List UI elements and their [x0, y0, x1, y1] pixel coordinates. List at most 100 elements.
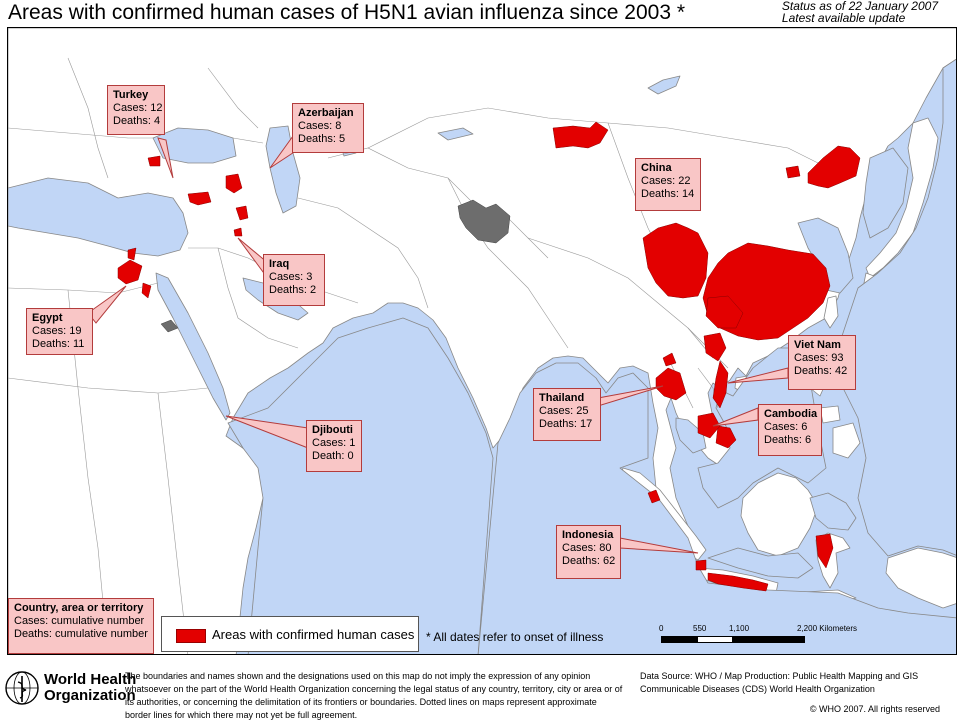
landmass-visayas [819, 405, 841, 424]
landmass-borneo [740, 472, 819, 557]
death-count: Death: 0 [312, 450, 354, 462]
affected-vietnam-south [715, 425, 737, 449]
sea-of-japan [862, 147, 909, 239]
case-count: Cases: 22 [641, 175, 691, 187]
callout-djibouti[interactable]: Djibouti Cases: 1 Death: 0 [306, 420, 362, 472]
black-sea [152, 127, 237, 164]
death-count: Deaths: 6 [764, 434, 812, 446]
legend-title: Country, area or territory [14, 602, 144, 614]
mediterranean-sea [8, 177, 189, 257]
lake-balkhash [437, 127, 474, 141]
case-count: Cases: 3 [269, 271, 313, 283]
scale-tick: 2,200 Kilometers [797, 624, 858, 633]
scale-bar: 0 550 1,100 2,200 Kilometers [653, 620, 953, 654]
copyright: © WHO 2007. All rights reserved [809, 704, 940, 714]
who-name-line1: World Health [44, 671, 137, 688]
scale-tick: 550 [693, 624, 707, 633]
case-count: Cases: 93 [794, 352, 844, 364]
country-name: Thailand [539, 392, 585, 404]
disputed-halaib [160, 319, 179, 333]
affected-turkey-east [225, 173, 243, 194]
death-count: Deaths: 2 [269, 284, 317, 296]
affected-egypt-delta [117, 259, 143, 285]
affected-west-java [695, 559, 707, 571]
who-wordmark: World Health Organization [44, 672, 136, 704]
who-emblem-icon [5, 671, 39, 705]
map-frame[interactable]: Turkey Cases: 12 Deaths: 4 Azerbaijan Ca… [7, 27, 957, 655]
country-name: Viet Nam [794, 339, 841, 351]
callout-iraq[interactable]: Iraq Cases: 3 Deaths: 2 [263, 254, 325, 306]
scale-segment [697, 636, 733, 643]
landmass-eurasia-africa [8, 28, 956, 654]
affected-egypt-nile [127, 247, 137, 261]
callout-turkey[interactable]: Turkey Cases: 12 Deaths: 4 [107, 85, 165, 135]
source-line1: Data Source: WHO / Map Production: Publi… [640, 671, 919, 681]
country-name: Djibouti [312, 424, 353, 436]
callout-egypt[interactable]: Egypt Cases: 19 Deaths: 11 [26, 308, 93, 355]
legend-deaths: Deaths: cumulative number [14, 628, 148, 640]
affected-cambodia [697, 412, 721, 439]
scale-tick: 0 [659, 624, 664, 633]
affected-manchuria [807, 145, 861, 189]
case-count: Cases: 12 [113, 102, 163, 114]
disputed-areas [160, 199, 511, 333]
callout-cambodia[interactable]: Cambodia Cases: 6 Deaths: 6 [758, 404, 822, 456]
case-count: Cases: 1 [312, 437, 356, 449]
country-legend: Country, area or territory Cases: cumula… [8, 598, 154, 654]
callout-china[interactable]: China Cases: 22 Deaths: 14 [635, 158, 701, 211]
java-sea [707, 547, 814, 579]
leader-turkey [157, 137, 174, 179]
status-date: Status as of 22 January 2007 [781, 0, 938, 13]
scale-tick: 1,100 [729, 624, 750, 633]
callout-thailand[interactable]: Thailand Cases: 25 Deaths: 17 [533, 388, 601, 441]
country-name: Egypt [32, 312, 63, 324]
who-name-line2: Organization [44, 687, 136, 704]
affected-vietnam-north [703, 332, 727, 362]
footer: World Health Organization The boundaries… [0, 658, 960, 720]
country-name: Cambodia [764, 408, 818, 420]
gulf-of-thailand [675, 417, 707, 454]
dates-note: * All dates refer to onset of illness [426, 630, 604, 644]
affected-sulawesi [815, 533, 834, 569]
landmass-mindanao [832, 422, 861, 459]
lake-baikal [647, 75, 681, 95]
scale-segment [733, 636, 805, 643]
affected-iraq-north [235, 205, 249, 221]
arabian-sea [227, 317, 494, 654]
leader-lines [87, 135, 789, 554]
map-title: Areas with confirmed human cases of H5N1… [8, 1, 686, 24]
death-count: Deaths: 14 [641, 188, 695, 200]
callout-azerbaijan[interactable]: Azerbaijan Cases: 8 Deaths: 5 [292, 103, 364, 153]
disputed-kashmir [457, 199, 511, 244]
landmass-japan [865, 117, 939, 279]
source-line2: Communicable Diseases (CDS) World Health… [640, 684, 875, 694]
death-count: Deaths: 62 [562, 555, 616, 567]
country-name: Azerbaijan [298, 107, 354, 119]
affected-china-center [705, 295, 744, 329]
country-name: China [641, 162, 672, 174]
affected-turkey-west [147, 155, 161, 167]
disclaimer-text: The boundaries and names shown and the d… [125, 671, 623, 720]
death-count: Deaths: 11 [32, 338, 85, 350]
case-count: Cases: 80 [562, 542, 612, 554]
case-count: Cases: 8 [298, 120, 342, 132]
affected-java [707, 572, 769, 592]
callout-indonesia[interactable]: Indonesia Cases: 80 Deaths: 62 [556, 525, 621, 579]
areas-legend: Areas with confirmed human cases [161, 616, 419, 652]
affected-siberia [552, 121, 609, 149]
scale-segment [661, 636, 697, 643]
death-count: Deaths: 42 [794, 365, 848, 377]
status-update: Latest available update [781, 11, 906, 25]
legend-swatch [176, 629, 206, 643]
affected-vietnam-coast [712, 360, 729, 409]
affected-turkey-south [187, 191, 212, 206]
callout-vietnam[interactable]: Viet Nam Cases: 93 Deaths: 42 [788, 335, 856, 390]
celebes-sea [809, 492, 857, 531]
legend-areas-label: Areas with confirmed human cases [212, 627, 415, 642]
death-count: Deaths: 4 [113, 115, 161, 127]
affected-liaoning [785, 165, 801, 179]
map-canvas[interactable] [8, 28, 957, 655]
case-count: Cases: 19 [32, 325, 82, 337]
affected-thailand [655, 367, 687, 401]
landmass-taiwan [823, 295, 839, 329]
